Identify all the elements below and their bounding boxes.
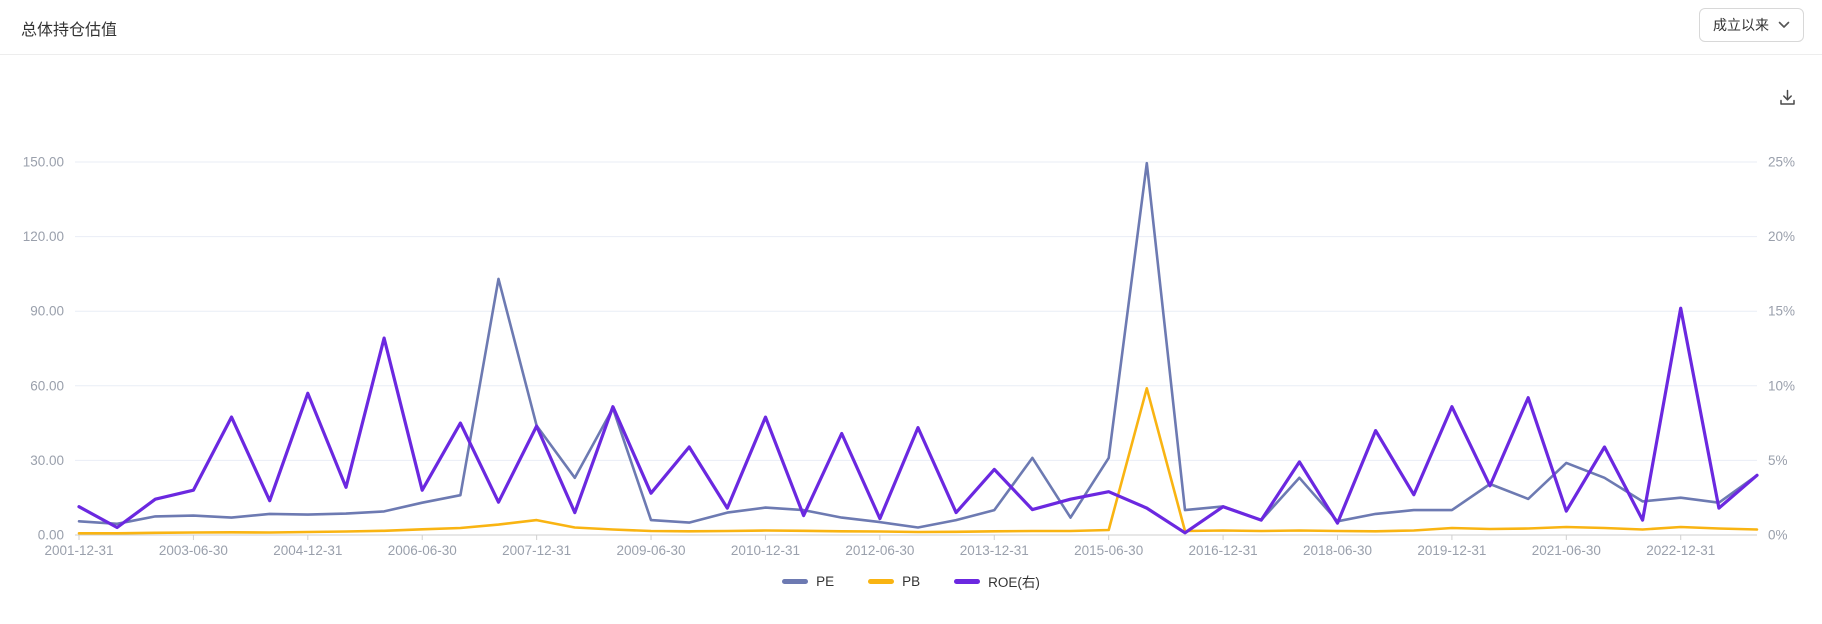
x-axis-tick-label: 2021-06-30	[1532, 543, 1601, 558]
y-axis-right-tick-label: 5%	[1768, 453, 1788, 468]
legend-item-ROE(右)[interactable]: ROE(右)	[954, 571, 1040, 591]
x-axis-tick-label: 2018-06-30	[1303, 543, 1372, 558]
y-axis-right-tick-label: 15%	[1768, 304, 1795, 319]
x-axis-tick-label: 2003-06-30	[159, 543, 228, 558]
series-line-PB	[77, 386, 1759, 535]
x-axis-tick-label: 2007-12-31	[502, 543, 571, 558]
y-axis-left-tick-label: 90.00	[30, 304, 64, 319]
legend-label: ROE(右)	[988, 575, 1040, 590]
y-axis-left-tick-label: 30.00	[30, 453, 64, 468]
x-axis-tick-label: 2013-12-31	[960, 543, 1029, 558]
x-axis-tick-label: 2001-12-31	[44, 543, 113, 558]
x-axis-tick-label: 2015-06-30	[1074, 543, 1143, 558]
x-axis-tick-label: 2016-12-31	[1189, 543, 1258, 558]
y-axis-left-tick-label: 150.00	[23, 155, 64, 170]
legend-label: PB	[902, 573, 921, 589]
legend-item-PE[interactable]: PE	[782, 574, 834, 589]
legend-swatch	[954, 578, 981, 584]
legend-label: PE	[816, 573, 835, 589]
legend-item-PB[interactable]: PB	[868, 574, 920, 589]
chart-legend: PE PB ROE(右)	[0, 571, 1822, 591]
x-axis-tick-label: 2010-12-31	[731, 543, 800, 558]
time-range-dropdown[interactable]: 成立以来	[1699, 8, 1804, 42]
y-axis-right-tick-label: 0%	[1768, 528, 1788, 543]
y-axis-left-tick-label: 0.00	[38, 528, 64, 543]
x-axis-tick-label: 2019-12-31	[1417, 543, 1486, 558]
series-line-ROE(右)	[77, 306, 1759, 535]
time-range-label: 成立以来	[1713, 17, 1769, 33]
x-axis-tick-label: 2004-12-31	[273, 543, 342, 558]
page-title: 总体持仓估值	[21, 22, 118, 39]
y-axis-left-tick-label: 60.00	[30, 378, 64, 393]
download-icon	[1778, 88, 1797, 107]
legend-swatch	[868, 578, 895, 584]
y-axis-left-tick-label: 120.00	[23, 229, 64, 244]
legend-swatch	[782, 578, 809, 584]
card-header: 总体持仓估值 成立以来	[0, 0, 1822, 55]
download-button[interactable]	[1776, 86, 1798, 108]
x-axis-tick-label: 2022-12-31	[1646, 543, 1715, 558]
y-axis-right-tick-label: 10%	[1768, 378, 1795, 393]
x-axis-tick-label: 2006-06-30	[388, 543, 457, 558]
series-line-PE	[77, 161, 1759, 529]
chevron-down-icon	[1778, 21, 1790, 29]
x-axis-tick-label: 2009-06-30	[617, 543, 686, 558]
y-axis-right-tick-label: 20%	[1768, 229, 1795, 244]
y-axis-right-tick-label: 25%	[1768, 155, 1795, 170]
x-axis-tick-label: 2012-06-30	[845, 543, 914, 558]
